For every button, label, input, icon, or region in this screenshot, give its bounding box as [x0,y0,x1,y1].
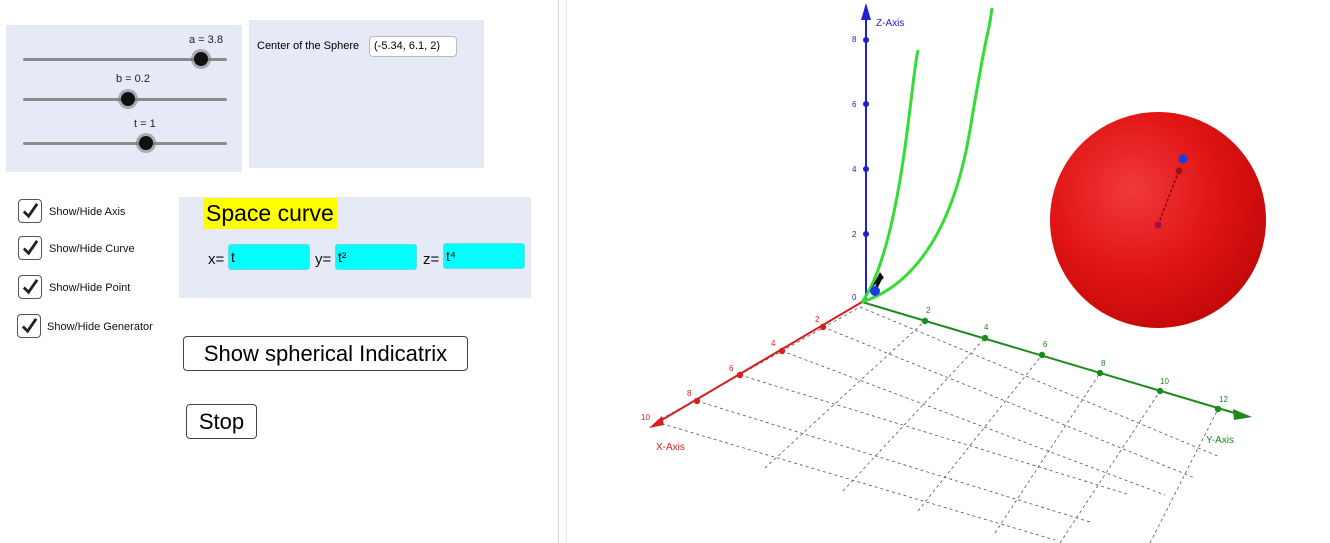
floor-grid [655,306,1221,543]
panel-divider [558,0,559,543]
stop-button[interactable]: Stop [186,404,257,439]
x-tick-label: 10 [641,413,650,422]
y-tick-label: 2 [926,306,931,315]
panel-divider-shadow [566,0,567,543]
curve-point[interactable] [870,286,880,296]
space-curve [861,7,994,304]
indicatrix-sphere [1050,112,1266,328]
z-axis: 2 4 6 8 Z-Axis 0 [852,3,904,302]
x-equation-label: x= [208,251,225,268]
z-tick-label: 6 [852,100,857,109]
checkmark-icon [22,279,39,295]
checkmark-icon [21,318,38,334]
y-tick-label: 6 [1043,340,1048,349]
z-axis-label: Z-Axis [876,18,904,29]
origin-label: 0 [852,293,857,302]
y-axis-label: Y-Axis [1206,435,1234,446]
graphics-3d-view[interactable]: 2 4 6 8 10 X-Axis 2 4 6 8 10 12 Y-Axis 2… [567,0,1330,543]
y-tick-label: 4 [984,323,989,332]
sphere-center-label: Center of the Sphere [257,40,360,52]
x-equation-field[interactable]: t [228,244,310,270]
sphere-vector-tip [1175,167,1183,175]
indicatrix-point[interactable] [1178,154,1188,164]
checkbox-show-point[interactable] [18,275,42,299]
z-tick-label: 8 [852,35,857,44]
z-tick-label: 2 [852,230,857,239]
checkbox-show-axis[interactable] [18,199,42,223]
slider-t-label: t = 1 [134,118,156,130]
x-axis: 2 4 6 8 10 X-Axis [641,301,863,453]
space-curve-title: Space curve [203,198,337,229]
slider-t-thumb[interactable] [139,136,153,150]
x-tick-label: 4 [771,339,776,348]
checkmark-icon [22,203,39,219]
checkbox-show-generator-label: Show/Hide Generator [47,321,153,333]
checkbox-show-generator[interactable] [17,314,41,338]
slider-b-thumb[interactable] [121,92,135,106]
x-tick-label: 8 [687,389,692,398]
z-equation-label: z= [423,251,440,268]
generator-curve [860,49,920,303]
x-tick-label: 2 [815,315,820,324]
sphere-center-field[interactable]: (-5.34, 6.1, 2) [369,36,457,57]
show-spherical-indicatrix-button[interactable]: Show spherical Indicatrix [183,336,468,371]
slider-t-track[interactable] [23,142,227,145]
z-tick-label: 4 [852,165,857,174]
checkmark-icon [22,240,39,256]
x-axis-label: X-Axis [656,442,685,453]
z-equation-field[interactable]: t⁴ [443,243,525,269]
y-axis: 2 4 6 8 10 12 Y-Axis [861,301,1252,446]
checkbox-show-curve-label: Show/Hide Curve [49,243,135,255]
sphere-radius-vector [1157,167,1181,226]
checkbox-show-curve[interactable] [18,236,42,260]
slider-a-label: a = 3.8 [189,34,223,46]
y-equation-field[interactable]: t² [335,244,417,270]
sphere-center-point [1154,221,1162,229]
y-equation-label: y= [315,251,332,268]
x-tick-label: 6 [729,364,734,373]
checkbox-show-axis-label: Show/Hide Axis [49,206,126,218]
y-tick-label: 10 [1160,377,1169,386]
y-tick-label: 8 [1101,359,1106,368]
slider-a-thumb[interactable] [194,52,208,66]
checkbox-show-point-label: Show/Hide Point [49,282,131,294]
slider-a-track[interactable] [23,58,227,61]
y-tick-label: 12 [1219,395,1228,404]
slider-b-label: b = 0.2 [116,73,150,85]
